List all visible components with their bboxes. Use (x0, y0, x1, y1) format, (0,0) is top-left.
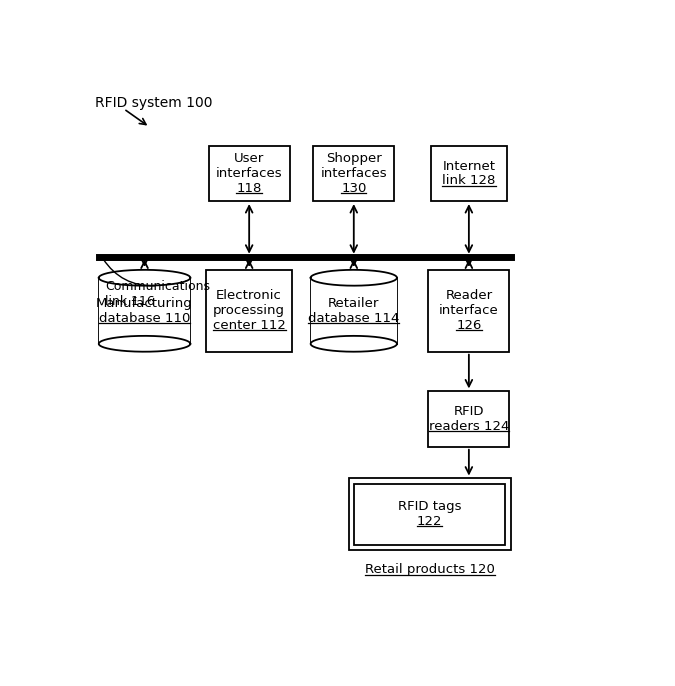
Text: RFID system 100: RFID system 100 (95, 95, 213, 110)
Text: center 112: center 112 (213, 319, 286, 332)
Text: Shopper: Shopper (326, 152, 381, 165)
Text: processing: processing (213, 305, 285, 318)
Bar (431, 145, 507, 201)
Text: readers 124: readers 124 (429, 420, 509, 433)
Text: Manufacturing: Manufacturing (96, 297, 193, 310)
Text: Communications
link 116: Communications link 116 (105, 280, 211, 307)
Bar (429, 391, 510, 447)
Bar (206, 270, 292, 352)
Text: Reader: Reader (446, 289, 493, 303)
Text: interface: interface (439, 305, 499, 318)
Text: User: User (234, 152, 265, 165)
Text: 130: 130 (341, 182, 367, 195)
Text: database 114: database 114 (308, 311, 400, 324)
Text: Retailer: Retailer (328, 297, 379, 310)
Text: 118: 118 (236, 182, 262, 195)
Text: database 110: database 110 (99, 311, 190, 324)
Bar (429, 270, 510, 352)
Text: Internet: Internet (442, 160, 495, 173)
Text: Electronic: Electronic (216, 289, 282, 303)
Text: 126: 126 (456, 319, 481, 332)
Text: RFID: RFID (454, 405, 484, 418)
Text: interfaces: interfaces (216, 167, 282, 180)
Bar (99, 278, 190, 344)
Polygon shape (99, 336, 190, 352)
Bar (310, 278, 397, 344)
Bar (348, 479, 511, 549)
Text: Retail products 120: Retail products 120 (364, 563, 495, 576)
Bar (313, 145, 394, 201)
Text: interfaces: interfaces (321, 167, 387, 180)
Text: RFID tags: RFID tags (398, 500, 462, 513)
Bar (209, 145, 290, 201)
Text: 122: 122 (417, 515, 442, 528)
Text: link 128: link 128 (442, 174, 495, 187)
Bar (354, 484, 506, 545)
Polygon shape (310, 336, 397, 352)
